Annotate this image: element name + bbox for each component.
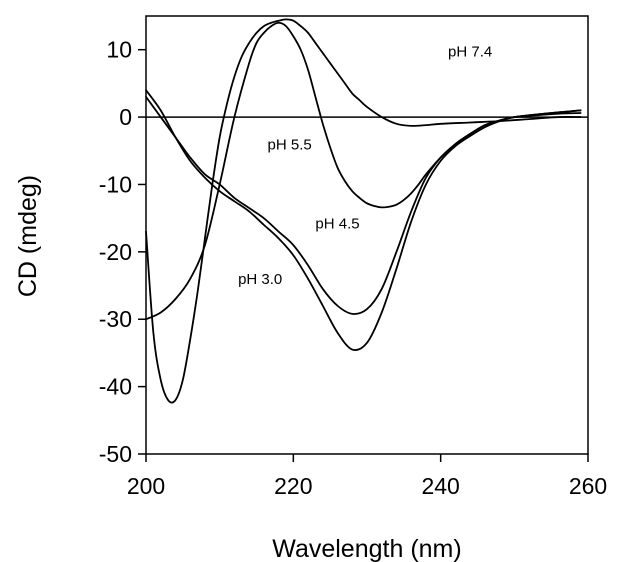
series-line-ph-7-4 [145, 18, 582, 404]
x-axis-title: Wavelength (nm) [272, 535, 461, 562]
x-tick-label: 240 [421, 473, 459, 499]
curves [145, 18, 582, 404]
series-line-ph-4-5 [145, 95, 582, 315]
y-tick-label: 10 [106, 37, 132, 63]
series-label-ph-5-5: pH 5.5 [268, 136, 312, 153]
series-line-ph-3-0 [145, 89, 582, 351]
plot-frame [145, 15, 589, 455]
series-label-ph-3-0: pH 3.0 [238, 271, 282, 288]
series-label-ph-4-5: pH 4.5 [315, 215, 359, 232]
y-tick-label: 0 [119, 104, 132, 130]
series-labels: pH 7.4 pH 5.5 pH 4.5 pH 3.0 [238, 43, 492, 288]
y-tick-label: -10 [99, 171, 132, 197]
series-label-ph-7-4: pH 7.4 [448, 43, 492, 60]
y-axis-title: CD (mdeg) [14, 175, 42, 297]
y-tick-label: -40 [99, 374, 132, 400]
x-tick-label: 260 [569, 473, 607, 499]
x-tick-label: 200 [127, 473, 165, 499]
x-tick-label: 220 [274, 473, 312, 499]
axis-ticks: 10 0 -10 -20 -30 -40 -50 200 220 240 260 [99, 37, 607, 499]
y-tick-label: -30 [99, 306, 132, 332]
series-line-ph-5-5 [145, 21, 582, 321]
y-tick-label: -20 [99, 239, 132, 265]
y-tick-label: -50 [99, 441, 132, 467]
